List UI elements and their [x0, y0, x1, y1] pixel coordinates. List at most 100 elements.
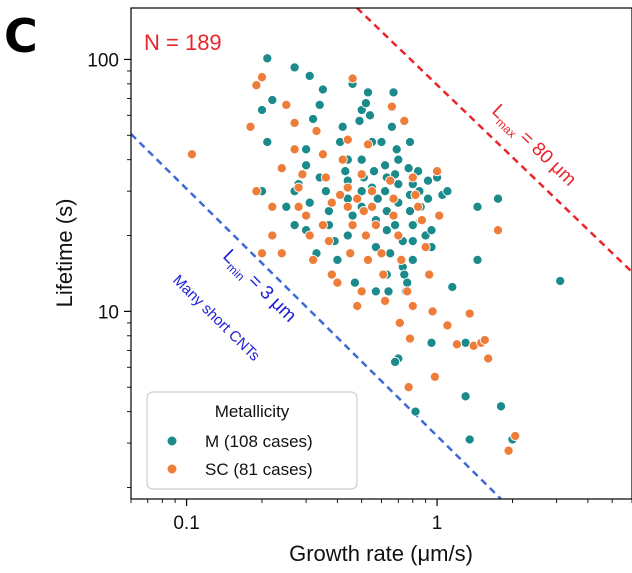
- data-point-sc: [301, 210, 312, 221]
- data-point-m: [337, 121, 348, 132]
- data-point-m: [442, 186, 453, 197]
- data-point-m: [267, 94, 278, 106]
- data-point-sc: [342, 182, 353, 193]
- data-point-m: [370, 242, 381, 253]
- data-point-sc: [335, 189, 346, 200]
- data-point-m: [301, 144, 312, 155]
- data-point-sc: [407, 172, 418, 183]
- lmax-reference-line: [356, 8, 632, 273]
- data-point-m: [472, 201, 483, 212]
- data-point-sc: [352, 300, 363, 312]
- data-point-sc: [347, 220, 358, 231]
- data-point-sc: [370, 220, 381, 231]
- data-point-m: [391, 144, 402, 155]
- data-point-sc: [297, 169, 308, 180]
- data-point-sc: [362, 139, 374, 150]
- data-point-sc: [356, 169, 367, 180]
- data-point-m: [372, 193, 383, 204]
- data-point-m: [410, 406, 421, 417]
- data-point-sc: [251, 80, 262, 91]
- data-point-sc: [424, 269, 435, 280]
- data-point-m: [281, 201, 292, 212]
- data-point-sc: [464, 308, 475, 319]
- data-point-m: [404, 136, 416, 148]
- data-point-m: [407, 220, 418, 231]
- data-point-m: [380, 160, 391, 171]
- data-point-m: [364, 110, 376, 121]
- data-point-sc: [386, 101, 397, 112]
- data-point-sc: [251, 186, 262, 197]
- data-point-m: [356, 186, 367, 197]
- data-point-m: [256, 104, 268, 116]
- data-point-m: [404, 206, 416, 217]
- legend-label-m: M (108 cases): [205, 432, 313, 451]
- data-point-m: [323, 206, 334, 217]
- data-point-sc: [492, 225, 504, 236]
- data-point-m: [388, 87, 399, 98]
- lmax-value: = 80 μm: [512, 123, 581, 190]
- data-point-sc: [388, 193, 399, 204]
- data-point-m: [262, 136, 273, 148]
- data-point-m: [301, 160, 312, 171]
- legend-marker-sc: [166, 463, 178, 475]
- data-point-sc: [393, 230, 404, 241]
- data-point-m: [385, 248, 396, 259]
- data-point-m: [262, 53, 273, 64]
- data-point-sc: [289, 144, 300, 155]
- data-point-m: [460, 391, 471, 402]
- data-point-m: [390, 356, 401, 367]
- data-point-sc: [420, 242, 431, 253]
- data-point-m: [383, 286, 394, 297]
- data-point-sc: [403, 382, 414, 393]
- data-point-m: [422, 175, 434, 186]
- data-point-sc: [345, 248, 356, 259]
- data-points-layer: [186, 53, 566, 456]
- data-point-m: [403, 163, 414, 174]
- legend: Metallicity M (108 cases) SC (81 cases): [146, 391, 358, 490]
- y-tick-label: 10: [98, 302, 119, 323]
- data-point-sc: [404, 333, 416, 344]
- data-point-sc: [186, 149, 197, 160]
- data-point-sc: [326, 269, 337, 280]
- data-point-m: [472, 254, 483, 265]
- data-point-sc: [503, 445, 514, 456]
- data-point-m: [495, 401, 507, 412]
- data-point-m: [376, 136, 387, 148]
- data-point-sc: [293, 182, 304, 193]
- data-point-sc: [304, 230, 315, 241]
- data-point-sc: [281, 99, 292, 110]
- panel-label: C: [4, 9, 38, 63]
- lmin-reference-line: [131, 133, 502, 499]
- x-axis-label: Growth rate (μm/s): [289, 541, 473, 566]
- data-point-m: [349, 277, 360, 288]
- data-point-sc: [332, 277, 343, 288]
- data-point-sc: [442, 320, 453, 331]
- legend-label-sc: SC (81 cases): [205, 460, 313, 479]
- data-point-m: [342, 230, 353, 241]
- data-point-m: [340, 166, 351, 177]
- data-point-sc: [289, 117, 300, 128]
- data-point-sc: [317, 220, 328, 231]
- data-point-m: [390, 220, 401, 231]
- data-point-sc: [427, 306, 438, 317]
- data-point-m: [380, 186, 391, 197]
- data-point-sc: [413, 201, 424, 212]
- legend-title: Metallicity: [215, 402, 290, 421]
- data-point-sc: [396, 254, 407, 265]
- data-point-sc: [245, 121, 256, 132]
- data-point-m: [426, 225, 437, 236]
- data-point-m: [407, 236, 418, 247]
- data-point-m: [347, 210, 358, 221]
- x-tick-label: 1: [432, 513, 443, 534]
- data-point-m: [386, 121, 397, 132]
- data-point-m: [332, 254, 343, 265]
- data-point-sc: [308, 254, 319, 265]
- data-point-sc: [451, 339, 462, 350]
- data-point-sc: [342, 134, 353, 145]
- data-point-m: [426, 337, 437, 348]
- data-point-m: [304, 197, 315, 208]
- sample-count-label: N = 189: [144, 30, 222, 55]
- data-point-sc: [362, 254, 374, 265]
- data-point-sc: [388, 210, 399, 221]
- data-point-sc: [479, 334, 490, 346]
